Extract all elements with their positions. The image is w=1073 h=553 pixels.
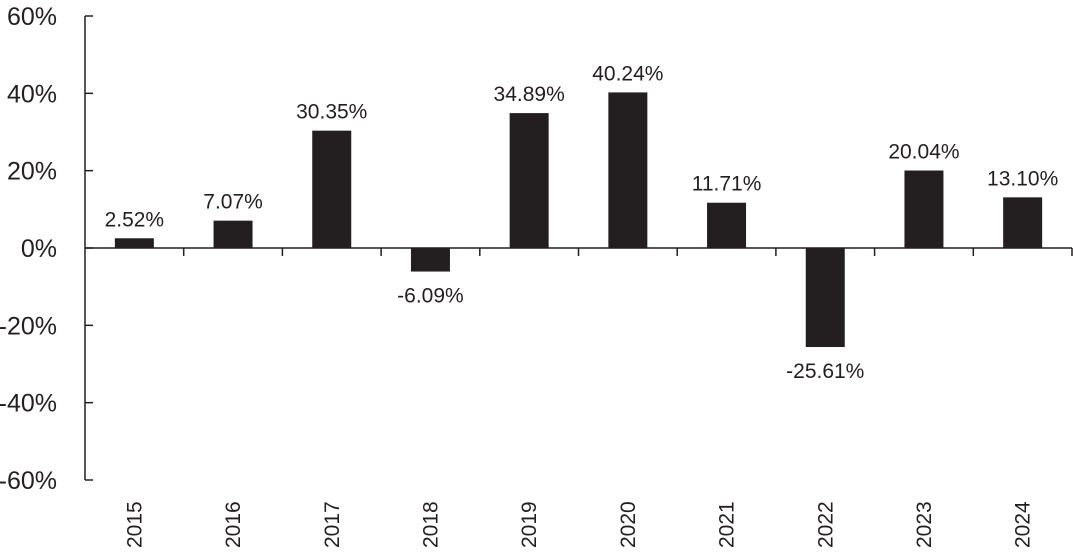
y-tick-label: 60% [7, 3, 57, 31]
data-label-2023: 20.04% [888, 141, 959, 164]
bar-2021 [707, 202, 747, 248]
x-tick-label: 2018 [419, 501, 442, 548]
x-tick-label: 2015 [123, 501, 146, 548]
bar-2017 [312, 130, 352, 248]
bars [114, 92, 1043, 348]
y-tick-label: 0% [21, 235, 57, 263]
y-axis: 60% 40% 20% 0% -20% -40% -60% [0, 3, 93, 495]
x-tick-label: 2017 [321, 501, 344, 548]
x-tick-label: 2024 [1012, 501, 1035, 548]
data-label-2015: 2.52% [105, 208, 165, 231]
bar-2023 [904, 170, 944, 248]
x-tick-label: 2020 [617, 501, 640, 548]
data-label-2019: 34.89% [494, 83, 565, 106]
x-tick-label: 2023 [913, 501, 936, 548]
bar-2020 [608, 92, 648, 248]
bar-2016 [213, 220, 253, 248]
bar-2019 [509, 113, 549, 248]
data-label-2020: 40.24% [592, 62, 663, 85]
y-tick-label: -20% [0, 312, 57, 340]
data-label-2016: 7.07% [203, 191, 263, 214]
bar-2024 [1003, 197, 1043, 248]
x-tick-label: 2016 [222, 501, 245, 548]
x-tick-label: 2021 [716, 501, 739, 548]
y-tick-label: -60% [0, 467, 57, 495]
y-tick-label: 40% [7, 80, 57, 108]
x-tick-label: 2022 [814, 501, 837, 548]
data-label-2021: 11.71% [692, 173, 762, 196]
data-label-2022: -25.61% [786, 360, 864, 383]
bar-2018 [410, 248, 450, 272]
bar-2015 [114, 238, 154, 248]
data-labels: 2.52% 7.07% 30.35% -6.09% 34.89% 40.24% 11.71%… [105, 62, 1059, 383]
x-axis: 2015 2016 2017 2018 2019 2020 2021 2022 2023 2024 [85, 247, 1073, 548]
y-tick-label: -40% [0, 390, 57, 418]
bar-2022 [805, 248, 845, 348]
data-label-2017: 30.35% [296, 101, 367, 124]
data-label-2024: 13.10% [987, 167, 1058, 190]
x-tick-label: 2019 [518, 501, 541, 548]
y-tick-label: 20% [7, 158, 57, 186]
data-label-2018: -6.09% [397, 285, 464, 308]
